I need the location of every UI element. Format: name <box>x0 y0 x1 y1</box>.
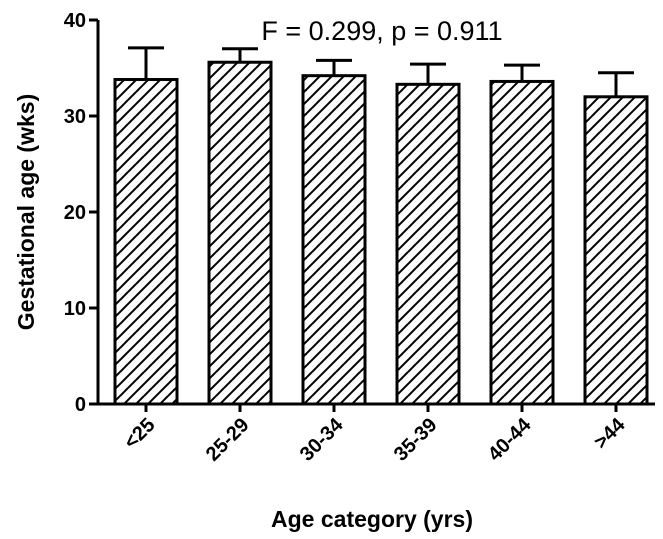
y-ticks-group: 0 10 20 30 40 <box>64 10 98 416</box>
y-tick-label: 20 <box>64 202 86 224</box>
x-tick-label: >44 <box>590 413 630 453</box>
y-tick-label: 30 <box>64 106 86 128</box>
bar <box>113 78 179 406</box>
x-tick-label: 30-34 <box>296 413 348 465</box>
bar <box>489 79 555 406</box>
chart-annotation: F = 0.299, p = 0.911 <box>261 16 502 46</box>
x-tick-label: 40-44 <box>484 413 536 465</box>
y-tick-label: 0 <box>75 394 86 416</box>
bar <box>207 60 273 406</box>
y-tick-label: 40 <box>64 10 86 32</box>
error-bars-group <box>128 46 634 97</box>
x-tick-label: <25 <box>120 414 160 454</box>
x-ticks-group: <25 25-29 30-34 35-39 40-44 >44 <box>120 404 630 466</box>
bar <box>301 74 367 406</box>
bars-group <box>113 60 649 406</box>
x-tick-label: 35-39 <box>390 414 442 466</box>
x-tick-label: 25-29 <box>202 414 254 466</box>
bar <box>395 82 461 406</box>
x-axis-title: Age category (yrs) <box>271 506 473 532</box>
y-axis-title: Gestational age (wks) <box>13 94 39 330</box>
y-tick-label: 10 <box>64 298 86 320</box>
bar <box>583 95 649 406</box>
